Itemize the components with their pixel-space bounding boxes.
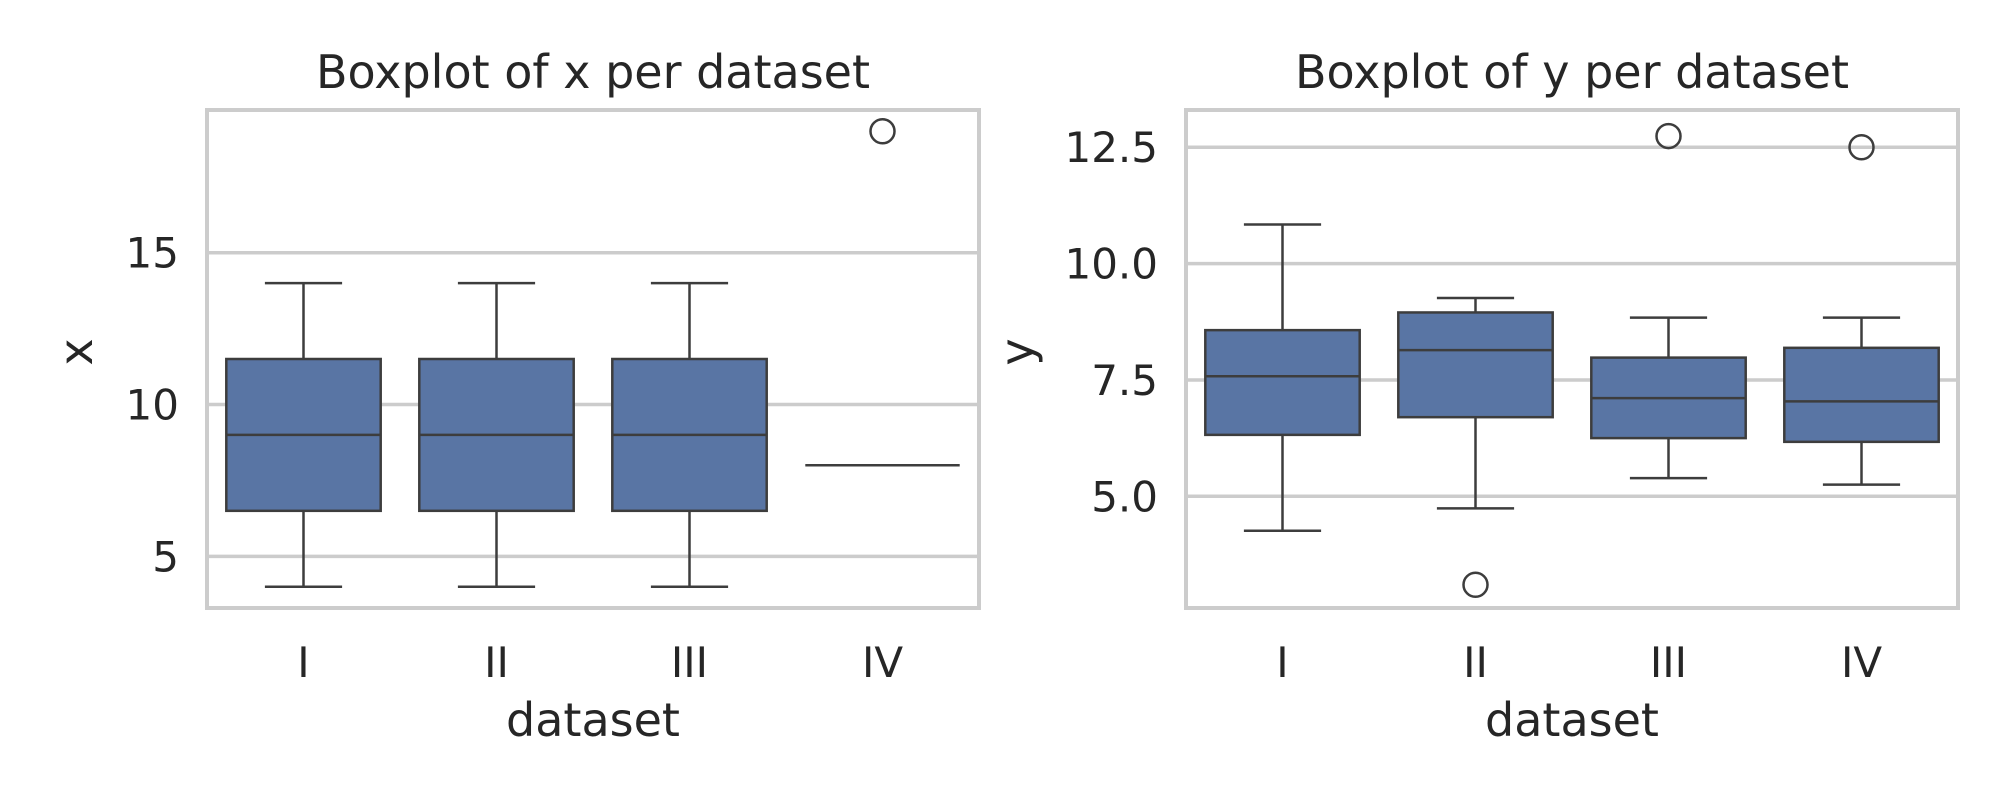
outlier-point — [1655, 122, 1682, 150]
x-tick-label: IV — [862, 638, 903, 687]
x-tick-label: I — [297, 638, 309, 687]
x-ticks: I II III IV — [1276, 638, 1882, 687]
boxplot-x-panel: Boxplot of x per dataset dataset x 5 10 15… — [49, 45, 981, 747]
x-tick-label: IV — [1841, 638, 1882, 687]
chart-title: Boxplot of y per dataset — [1295, 45, 1849, 99]
y-tick-label: 10 — [126, 381, 179, 430]
box-II — [1397, 296, 1554, 598]
y-tick-label: 7.5 — [1091, 356, 1158, 405]
box-II — [418, 281, 575, 588]
outlier-point — [1462, 571, 1489, 598]
y-tick-label: 5 — [152, 532, 179, 581]
chart-title: Boxplot of x per dataset — [316, 45, 870, 99]
x-axis-label: dataset — [1485, 693, 1659, 747]
box-I — [1204, 223, 1361, 532]
outlier-point — [869, 118, 896, 145]
boxes — [225, 118, 960, 588]
y-axis-label: y — [990, 338, 1044, 365]
y-tick-label: 10.0 — [1064, 240, 1158, 289]
x-tick-label: III — [1650, 638, 1687, 687]
iqr-box — [1204, 328, 1361, 437]
x-tick-label: III — [671, 638, 708, 687]
grid-lines — [1186, 145, 1958, 499]
x-tick-label: II — [1463, 638, 1488, 687]
plot-frame — [1184, 108, 1960, 610]
y-tick-label: 15 — [126, 229, 179, 278]
box-IV — [805, 118, 960, 467]
iqr-box — [1397, 311, 1554, 419]
x-tick-label: I — [1276, 638, 1288, 687]
y-axis-label: x — [49, 338, 103, 365]
x-tick-label: II — [484, 638, 509, 687]
y-ticks: 5.0 7.5 10.0 12.5 — [1064, 123, 1158, 521]
plot-frame — [205, 108, 981, 610]
y-ticks: 5 10 15 — [126, 229, 179, 582]
y-tick-label: 5.0 — [1091, 472, 1158, 521]
box-III — [611, 281, 768, 588]
box-I — [225, 281, 382, 588]
boxes — [1204, 122, 1940, 598]
x-ticks: I II III IV — [297, 638, 903, 687]
outlier-point — [1848, 133, 1875, 161]
boxplot-y-panel: Boxplot of y per dataset dataset y 5.0 7.… — [990, 45, 1960, 747]
y-tick-label: 12.5 — [1064, 123, 1158, 172]
x-axis-label: dataset — [506, 693, 680, 747]
iqr-box — [1783, 346, 1940, 444]
box-IV — [1783, 133, 1940, 486]
box-III — [1590, 122, 1747, 480]
